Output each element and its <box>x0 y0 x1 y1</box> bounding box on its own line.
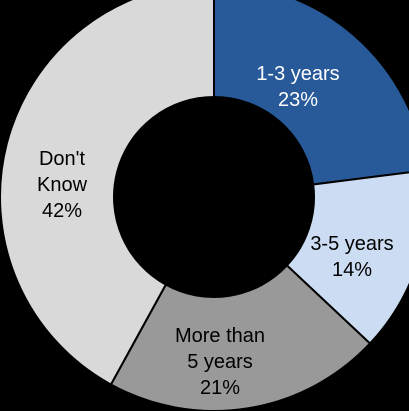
slice-label-3-5-years: 3-5 years 14% <box>310 233 393 281</box>
slice-value-3-5-years: 14% <box>332 259 372 281</box>
slice-name-more-than-5-years: More than <box>175 325 265 347</box>
slice-label-don-t-know: Don't Know 42% <box>37 148 88 222</box>
slice-value-1-3-years: 23% <box>278 89 318 111</box>
donut-hole <box>114 97 314 297</box>
slice-name-don-t-know: Know <box>37 174 88 196</box>
slice-name-3-5-years: 3-5 years <box>310 233 393 255</box>
slice-label-1-3-years: 1-3 years 23% <box>256 63 339 111</box>
slice-name-1-3-years: 1-3 years <box>256 63 339 85</box>
slice-value-more-than-5-years: 21% <box>200 377 240 399</box>
slice-labels: 1-3 years 23% 3-5 years 14% More than 5 years… <box>37 63 394 399</box>
slice-name-more-than-5-years: 5 years <box>187 351 253 373</box>
slice-label-more-than-5-years: More than 5 years 21% <box>175 325 265 399</box>
slice-name-don-t-know: Don't <box>39 148 86 170</box>
slice-value-don-t-know: 42% <box>42 200 82 222</box>
